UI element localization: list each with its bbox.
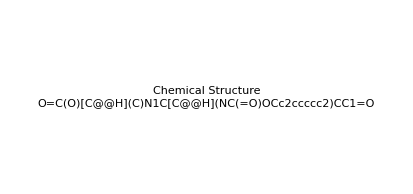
Text: Chemical Structure
O=C(O)[C@@H](C)N1C[C@@H](NC(=O)OCc2ccccc2)CC1=O: Chemical Structure O=C(O)[C@@H](C)N1C[C@… xyxy=(38,86,375,108)
